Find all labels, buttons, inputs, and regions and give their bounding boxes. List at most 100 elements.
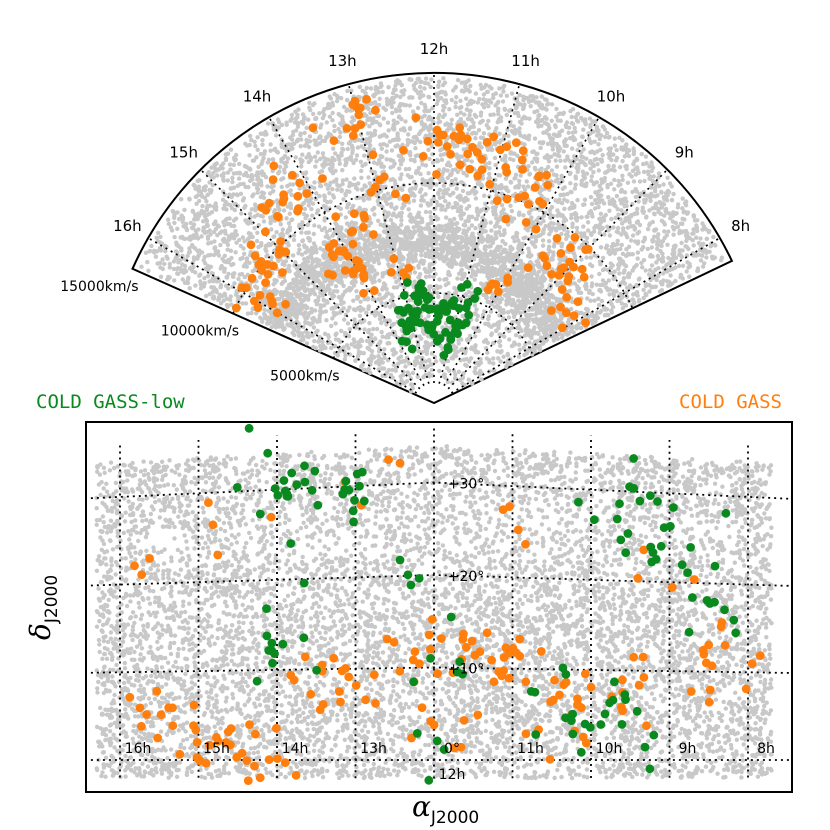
wedge-bg-point bbox=[430, 160, 436, 165]
wedge-bg-point bbox=[544, 107, 549, 112]
wedge-bg-point bbox=[606, 195, 611, 200]
wedge-bg-point bbox=[606, 135, 611, 140]
wedge-bg-point bbox=[198, 279, 203, 284]
wedge-bg-point bbox=[619, 301, 625, 306]
wedge-bg-point bbox=[286, 221, 292, 226]
wedge-bg-point bbox=[436, 120, 441, 125]
wedge-bg-point bbox=[603, 170, 608, 175]
wedge-bg-point bbox=[365, 368, 370, 373]
wedge-bg-point bbox=[659, 243, 664, 249]
wedge-bg-point bbox=[389, 104, 395, 110]
wedge-bg-point bbox=[381, 116, 386, 121]
wedge-bg-point bbox=[288, 118, 293, 123]
wedge-bg-point bbox=[680, 221, 685, 226]
wedge-bg-point bbox=[248, 133, 253, 139]
wedge-bg-point bbox=[473, 348, 478, 354]
wedge-bg-point bbox=[635, 256, 640, 261]
wedge-bg-point bbox=[194, 201, 199, 206]
wedge-bg-point bbox=[387, 139, 393, 144]
wedge-bg-point bbox=[572, 203, 577, 208]
wedge-bg-point bbox=[329, 306, 334, 311]
wedge-bg-point bbox=[461, 170, 466, 176]
wedge-bg-point bbox=[475, 100, 481, 105]
wedge-bg-point bbox=[627, 271, 632, 277]
wedge-bg-point bbox=[193, 228, 198, 233]
wedge-bg-point bbox=[285, 156, 291, 161]
wedge-bg-point bbox=[593, 198, 598, 203]
wedge-bg-point bbox=[255, 147, 260, 152]
wedge-bg-point bbox=[537, 140, 542, 145]
wedge-bg-point bbox=[579, 257, 584, 262]
wedge-bg-point bbox=[558, 224, 563, 229]
wedge-bg-point bbox=[198, 272, 203, 277]
wedge-bg-point bbox=[297, 247, 302, 252]
wedge-bg-point bbox=[225, 247, 230, 252]
wedge-bg-point bbox=[428, 210, 433, 215]
wedge-bg-point bbox=[517, 130, 522, 136]
wedge-bg-point bbox=[341, 197, 346, 202]
wedge-bg-point bbox=[436, 294, 441, 299]
wedge-bg-point bbox=[240, 198, 246, 203]
wedge-bg-point bbox=[181, 268, 186, 273]
wedge-bg-point bbox=[641, 209, 646, 214]
wedge-bg-point bbox=[707, 249, 712, 254]
wedge-bg-point bbox=[306, 144, 312, 150]
wedge-bg-point bbox=[352, 339, 357, 345]
wedge-bg-point bbox=[678, 275, 683, 280]
wedge-bg-point bbox=[346, 221, 351, 227]
wedge-bg-point bbox=[611, 293, 617, 298]
wedge-bg-point bbox=[302, 143, 308, 148]
wedge-bg-point bbox=[675, 205, 681, 210]
wedge-bg-point bbox=[509, 343, 515, 349]
wedge-bg-point bbox=[247, 178, 253, 183]
wedge-bg-point bbox=[423, 359, 428, 364]
wedge-bg-point bbox=[529, 240, 534, 245]
wedge-bg-point bbox=[266, 157, 272, 162]
wedge-bg-point bbox=[493, 230, 499, 235]
wedge-bg-point bbox=[349, 88, 354, 93]
wedge-bg-point bbox=[259, 183, 264, 188]
wedge-bg-point bbox=[620, 138, 625, 143]
wedge-bg-point bbox=[435, 98, 441, 103]
wedge-bg-point bbox=[570, 146, 575, 151]
wedge-bg-point bbox=[370, 207, 375, 212]
wedge-bg-point bbox=[260, 158, 265, 164]
wedge-bg-point bbox=[282, 170, 287, 175]
wedge-bg-point bbox=[600, 267, 606, 273]
wedge-bg-point bbox=[467, 359, 472, 364]
wedge-bg-point bbox=[684, 253, 690, 258]
wedge-bg-point bbox=[423, 76, 429, 81]
wedge-bg-point bbox=[589, 232, 594, 237]
wedge-bg-point bbox=[298, 137, 304, 142]
wedge-bg-point bbox=[172, 278, 177, 283]
wedge-bg-point bbox=[620, 177, 625, 183]
wedge-bg-point bbox=[566, 130, 571, 135]
wedge-bg-point bbox=[412, 270, 418, 275]
wedge-bg-point bbox=[181, 224, 186, 229]
wedge-bg-point bbox=[384, 286, 389, 292]
wedge-bg-point bbox=[384, 301, 389, 306]
wedge-bg-point bbox=[355, 145, 361, 150]
wedge-bg-point bbox=[251, 182, 257, 187]
wedge-bg-point bbox=[406, 132, 411, 137]
wedge-bg-point bbox=[365, 117, 370, 123]
wedge-bg-point bbox=[640, 205, 645, 210]
wedge-bg-point bbox=[476, 144, 481, 149]
wedge-bg-point bbox=[459, 216, 464, 221]
wedge-bg-point bbox=[598, 157, 604, 163]
wedge-bg-point bbox=[223, 231, 228, 236]
wedge-bg-point bbox=[361, 367, 366, 373]
wedge-bg-point bbox=[287, 225, 292, 230]
wedge-bg-point bbox=[446, 290, 451, 296]
wedge-bg-point bbox=[347, 180, 353, 186]
wedge-bg-point bbox=[670, 256, 676, 261]
wedge-bg-point bbox=[579, 154, 584, 159]
wedge-bg-point bbox=[568, 108, 573, 114]
wedge-bg-point bbox=[395, 120, 400, 125]
wedge-bg-point bbox=[636, 199, 641, 204]
wedge-bg-point bbox=[488, 112, 493, 118]
wedge-bg-point bbox=[269, 227, 274, 232]
wedge-bg-point bbox=[654, 201, 659, 206]
wedge-bg-point bbox=[434, 182, 439, 187]
wedge-bg-point bbox=[573, 174, 578, 179]
